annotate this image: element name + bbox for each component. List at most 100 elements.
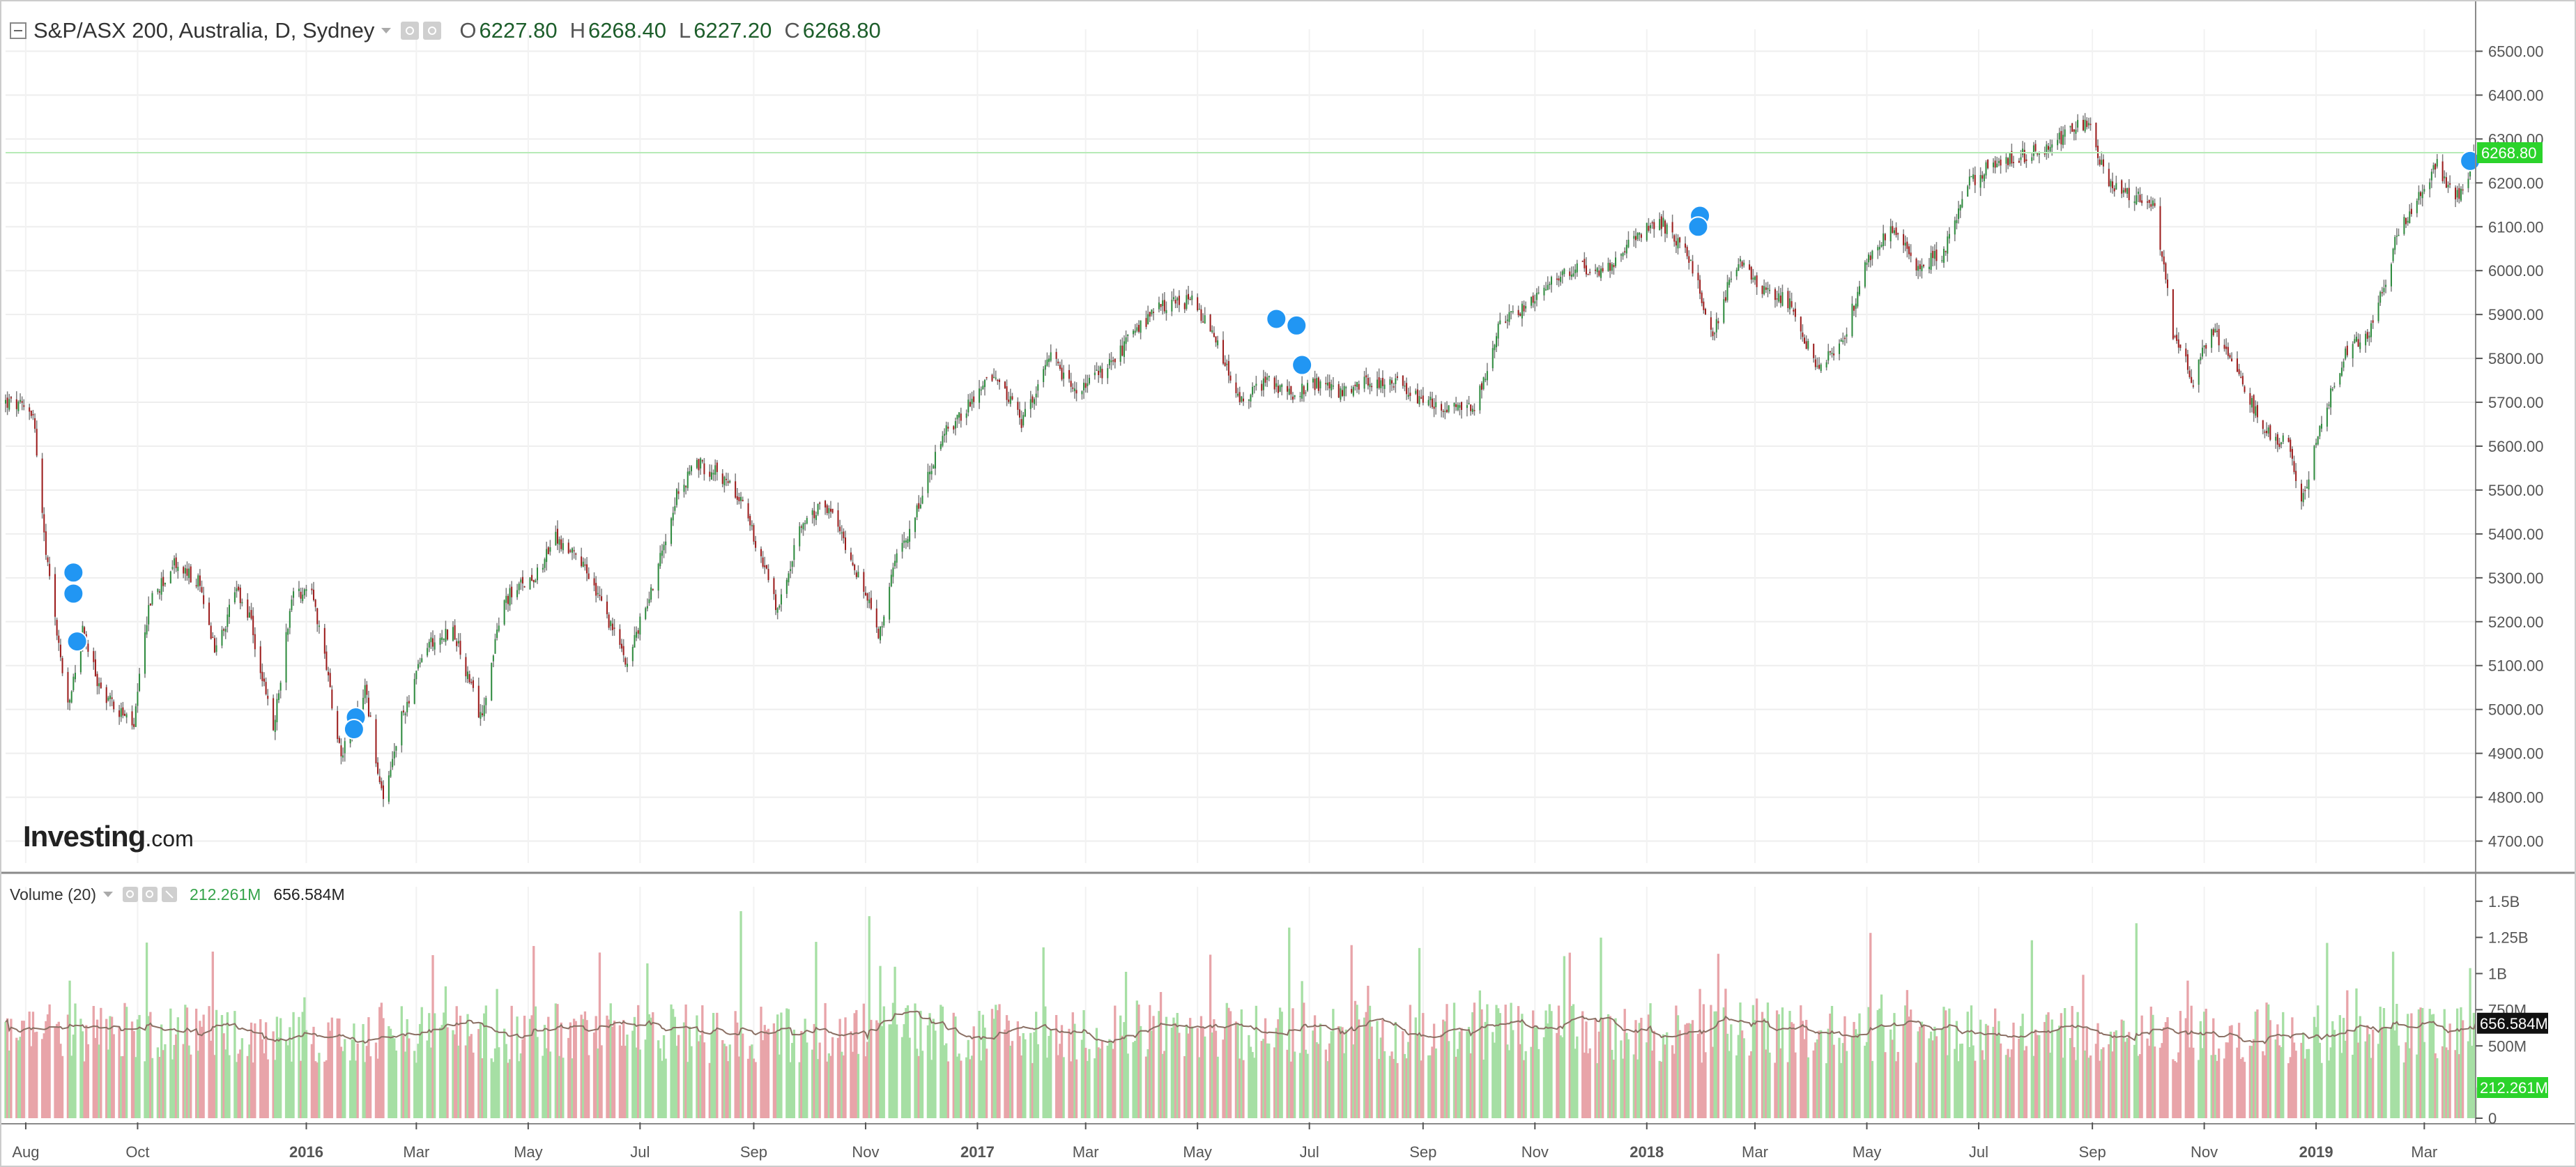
time-tick-label: Sep <box>740 1143 767 1161</box>
candle-body <box>432 638 434 647</box>
volume-bar <box>2372 1029 2375 1118</box>
volume-bar <box>2251 1046 2253 1118</box>
volume-bar <box>2458 1054 2460 1118</box>
candle-body <box>241 602 243 604</box>
candle-body <box>2266 431 2268 434</box>
candle-body <box>765 565 767 569</box>
time-tick-label: Mar <box>403 1143 429 1161</box>
candle-body <box>1884 234 1886 241</box>
candle-body <box>2357 339 2359 347</box>
collapse-icon[interactable] <box>10 22 26 39</box>
volume-bar <box>510 1005 513 1118</box>
volume-bar <box>985 1048 988 1118</box>
volume-bar <box>2333 1030 2336 1118</box>
candle-body <box>177 567 179 572</box>
candle-body <box>1750 266 1752 280</box>
candle-body <box>573 550 575 551</box>
volume-bar <box>2124 1042 2127 1118</box>
volume-bar <box>952 1012 955 1118</box>
price-axis[interactable]: 6500.006400.006300.006200.006100.006000.… <box>2476 43 2544 851</box>
candle-body <box>1022 415 1025 426</box>
volume-bar <box>664 1058 667 1118</box>
volume-bar <box>914 1003 917 1118</box>
volume-bar <box>2184 1018 2187 1118</box>
candle-body <box>1624 251 1626 253</box>
volume-bar <box>1132 1042 1135 1118</box>
volume-bar <box>2241 1057 2244 1118</box>
open-value: 6227.80 <box>479 18 558 43</box>
volume-bar <box>2419 1007 2422 1118</box>
candle-body <box>1508 312 1510 322</box>
candle-body <box>483 705 485 717</box>
volume-bar <box>175 1034 178 1118</box>
chevron-down-icon[interactable] <box>381 28 392 33</box>
candle-body <box>1739 259 1741 261</box>
volume-chevron-down-icon[interactable] <box>103 892 114 897</box>
volume-bar <box>1533 1028 1536 1118</box>
volume-bar <box>1999 1043 2002 1118</box>
volume-bar <box>1466 1031 1469 1118</box>
volume-bar <box>120 1056 123 1118</box>
volume-bar <box>1248 1035 1250 1118</box>
time-axis[interactable]: Aug Oct 2016 Mar May Jul Sep Nov 2017 Mar May Jul Se… <box>12 1122 2437 1161</box>
volume-bar <box>490 1058 493 1118</box>
volume-bar <box>1561 1037 1564 1118</box>
candle-body <box>588 573 590 579</box>
candle-body <box>942 436 944 446</box>
eye-icon[interactable] <box>401 22 420 40</box>
volume-bar <box>1673 1053 1676 1118</box>
volume-bar <box>2441 1046 2444 1118</box>
volume-eye-icon[interactable] <box>123 887 139 902</box>
time-tick-label: Mar <box>1073 1143 1099 1161</box>
candle-body <box>2287 438 2290 442</box>
candle-body <box>1846 334 1848 337</box>
volume-bar <box>2060 1013 2063 1118</box>
candle-body <box>441 637 443 640</box>
close-icon[interactable] <box>162 887 178 902</box>
volume-bar <box>48 1004 51 1118</box>
candle-body <box>2218 328 2220 346</box>
volume-bar <box>1614 1018 1617 1118</box>
volume-bar <box>1187 1033 1190 1118</box>
volume-bar <box>1071 1012 1074 1118</box>
volume-bar <box>1803 1039 1806 1118</box>
candle-body <box>828 508 830 514</box>
volume-bar <box>1330 1031 1333 1118</box>
volume-bar <box>1260 1041 1263 1118</box>
candle-body <box>267 696 269 699</box>
volume-bar <box>1623 1009 1626 1118</box>
volume-bar <box>100 1007 102 1118</box>
volume-bar <box>1600 937 1602 1118</box>
volume-bar <box>162 1050 164 1118</box>
volume-bar <box>1204 1036 1206 1118</box>
candle-body <box>2409 211 2411 223</box>
candle-body <box>223 629 225 631</box>
candle-body <box>1611 264 1613 271</box>
candle-body <box>188 568 190 579</box>
candle-body <box>2101 160 2103 165</box>
volume-bar <box>534 1006 537 1118</box>
candle-body <box>1563 268 1565 275</box>
settings-icon[interactable] <box>423 22 442 40</box>
candle-body <box>2139 194 2141 202</box>
candle-body <box>1332 386 1334 387</box>
candle-body <box>652 588 654 590</box>
candle-body <box>305 589 307 591</box>
volume-bar <box>185 1007 189 1118</box>
volume-bar <box>792 1029 795 1118</box>
volume-bar <box>2044 1022 2046 1118</box>
candle-body <box>2011 151 2013 164</box>
volume-bar <box>220 1014 224 1118</box>
volume-bar <box>1634 1020 1637 1118</box>
volume-bar <box>1959 1044 1962 1118</box>
volume-bar <box>1055 1014 1058 1118</box>
volume-bar <box>967 1039 969 1118</box>
volume-bar <box>1855 1029 1857 1118</box>
volume-bar <box>1135 1000 1139 1118</box>
volume-settings-icon[interactable] <box>142 887 158 902</box>
volume-bar <box>391 1035 394 1118</box>
candle-body <box>1923 265 1925 267</box>
price-tick-label: 4800.00 <box>2488 789 2544 807</box>
